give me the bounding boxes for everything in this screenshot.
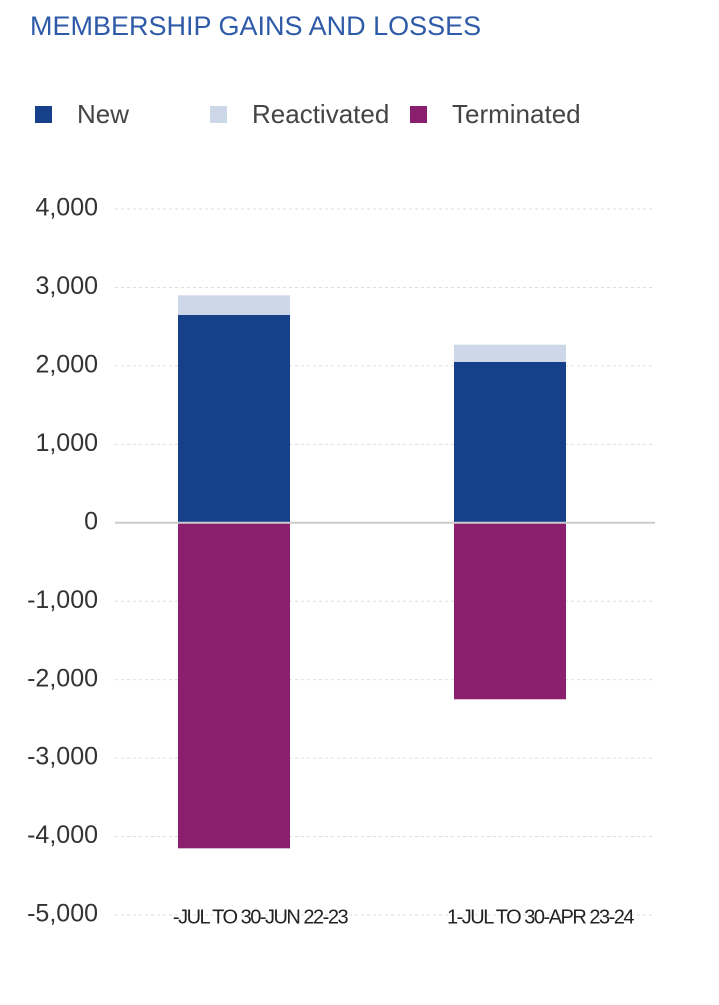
y-tick-label: -5,000 [27,900,98,928]
y-tick-label: -4,000 [27,821,98,849]
bar-segment [178,314,290,523]
x-tick-label: 1-JUL TO 30-APR 23-24 [447,906,634,928]
legend-swatch [410,106,427,123]
bar-segment [454,522,566,700]
legend-label: New [77,99,129,129]
bar-segment [454,344,566,362]
legend-label: Terminated [452,99,581,129]
y-tick-label: 0 [84,507,98,535]
y-tick-label: 4,000 [35,194,98,222]
x-tick-label: -JUL TO 30-JUN 22-23 [173,906,349,928]
chart-title: MEMBERSHIP GAINS AND LOSSES [30,11,481,41]
y-tick-label: -1,000 [27,586,98,614]
y-tick-label: -2,000 [27,664,98,692]
bar-segment [178,295,290,315]
bar-segment [454,361,566,523]
y-tick-label: 1,000 [35,429,98,457]
y-tick-label: 3,000 [35,272,98,300]
bar-segment [178,522,290,849]
legend-swatch [35,106,52,123]
y-tick-label: 2,000 [35,350,98,378]
legend-swatch [210,106,227,123]
y-tick-label: -3,000 [27,743,98,771]
legend-label: Reactivated [252,99,389,129]
